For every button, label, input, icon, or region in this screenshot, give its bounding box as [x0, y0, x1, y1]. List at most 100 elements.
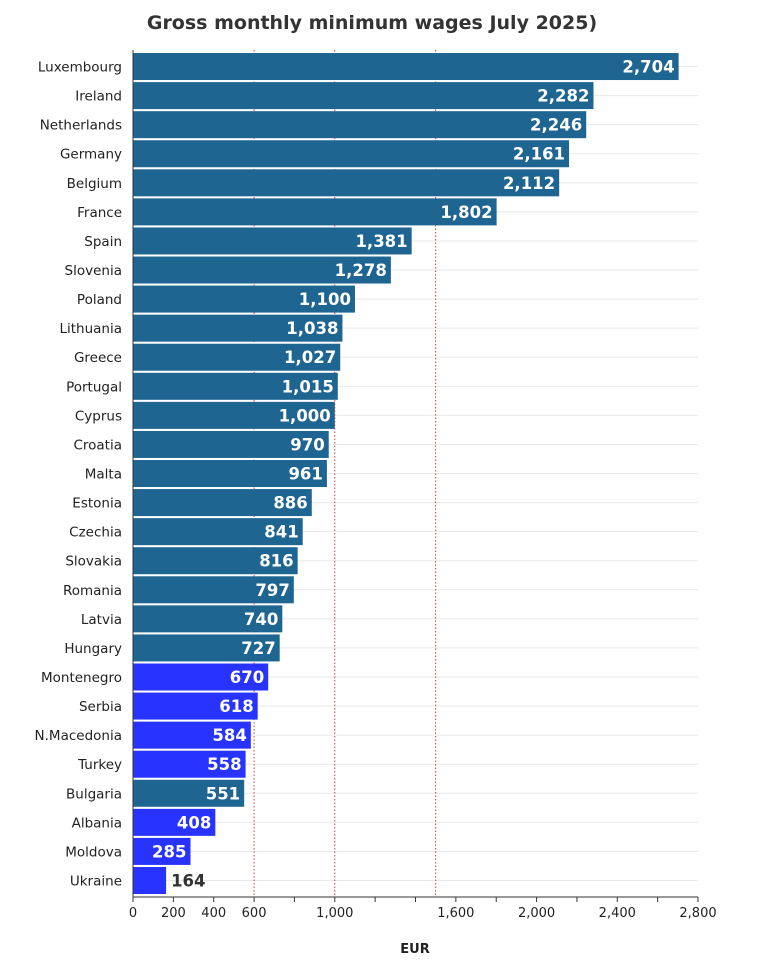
category-label: Latvia — [81, 612, 122, 628]
bar — [133, 663, 269, 691]
x-tick-label: 1,000 — [316, 906, 353, 921]
value-label: 2,246 — [530, 116, 582, 135]
value-label: 2,282 — [537, 87, 589, 106]
bar — [133, 547, 298, 575]
category-label: Belgium — [67, 176, 122, 192]
bar — [133, 866, 167, 894]
bar — [133, 198, 497, 226]
value-label: 2,112 — [503, 174, 555, 193]
value-label: 1,802 — [440, 203, 492, 222]
category-label: N.Macedonia — [35, 728, 122, 744]
value-label: 584 — [212, 726, 246, 745]
value-label: 961 — [288, 465, 322, 484]
x-tick-label: 400 — [201, 906, 226, 921]
x-tick-label: 2,800 — [679, 906, 716, 921]
bar — [133, 140, 570, 168]
value-label: 2,704 — [622, 58, 674, 77]
value-labels: 2,704 2,282 2,246 2,161 2,112 1,802 1,381 1,278… — [152, 58, 675, 891]
value-label: 164 — [171, 871, 205, 890]
category-label: Cyprus — [75, 408, 122, 424]
bar — [133, 53, 679, 81]
category-label: Portugal — [66, 379, 122, 395]
bar — [133, 343, 341, 371]
value-label: 1,015 — [282, 377, 334, 396]
value-label: 1,278 — [335, 261, 387, 280]
category-label: Turkey — [77, 757, 122, 773]
value-label: 816 — [259, 552, 293, 571]
category-label: Germany — [60, 147, 122, 163]
category-label: Bulgaria — [66, 786, 122, 802]
bar — [133, 779, 245, 807]
x-axis: 0 200 400 600 1,000 1,600 2,000 2,400 2,800 — [129, 50, 717, 921]
bar — [133, 837, 191, 865]
bar — [133, 314, 343, 342]
bar — [133, 285, 355, 313]
chart-title: Gross monthly minimum wages July 2025) — [147, 12, 597, 34]
x-tick-label: 0 — [129, 906, 137, 921]
category-label: Lithuania — [59, 321, 122, 337]
x-tick-label: 2,000 — [518, 906, 555, 921]
category-label: Greece — [74, 350, 122, 366]
value-label: 1,027 — [284, 348, 336, 367]
category-label: Serbia — [79, 699, 122, 715]
value-label: 1,038 — [286, 319, 338, 338]
bar — [133, 256, 391, 284]
category-label: France — [77, 205, 122, 221]
bar — [133, 111, 587, 139]
category-label: Hungary — [64, 641, 122, 657]
value-label: 886 — [273, 494, 307, 513]
x-tick-label: 2,400 — [599, 906, 636, 921]
category-label: Czechia — [69, 525, 122, 541]
value-label: 2,161 — [513, 145, 565, 164]
bar — [133, 169, 560, 197]
category-label: Croatia — [73, 437, 122, 453]
category-label: Ukraine — [70, 873, 122, 889]
bar — [133, 82, 594, 110]
bar — [133, 576, 294, 604]
value-label: 558 — [207, 755, 241, 774]
bar — [133, 750, 246, 778]
category-label: Slovenia — [65, 263, 122, 279]
bars — [133, 53, 679, 894]
category-label: Ireland — [75, 89, 122, 105]
bar — [133, 430, 329, 458]
value-label: 727 — [241, 639, 275, 658]
x-tick-label: 600 — [242, 906, 267, 921]
x-tick-label: 1,600 — [437, 906, 474, 921]
category-label: Slovakia — [65, 554, 122, 570]
category-label: Luxembourg — [38, 60, 122, 76]
bar — [133, 227, 412, 255]
category-label: Poland — [77, 292, 122, 308]
value-label: 740 — [244, 610, 278, 629]
category-label: Moldova — [65, 844, 122, 860]
bar — [133, 460, 327, 488]
category-label: Netherlands — [40, 118, 122, 134]
value-label: 1,381 — [355, 232, 407, 251]
x-axis-title: EUR — [400, 942, 429, 957]
bar — [133, 372, 338, 400]
category-label: Montenegro — [41, 670, 122, 686]
bar — [133, 401, 335, 429]
value-label: 841 — [264, 523, 298, 542]
x-tick-label: 200 — [161, 906, 186, 921]
value-label: 797 — [255, 581, 289, 600]
category-label: Albania — [72, 815, 122, 831]
value-label: 551 — [206, 784, 240, 803]
value-label: 670 — [230, 668, 264, 687]
bar — [133, 721, 251, 749]
value-label: 970 — [290, 435, 324, 454]
value-label: 408 — [177, 813, 211, 832]
bar — [133, 518, 303, 546]
bar — [133, 692, 258, 720]
value-label: 618 — [219, 697, 253, 716]
value-label: 1,000 — [279, 406, 331, 425]
value-label: 1,100 — [299, 290, 351, 309]
bar — [133, 808, 216, 836]
value-label: 285 — [152, 842, 186, 861]
bar — [133, 489, 312, 517]
category-label: Malta — [85, 467, 122, 483]
category-label: Romania — [63, 583, 122, 599]
bar — [133, 634, 280, 662]
category-label: Estonia — [72, 496, 122, 512]
